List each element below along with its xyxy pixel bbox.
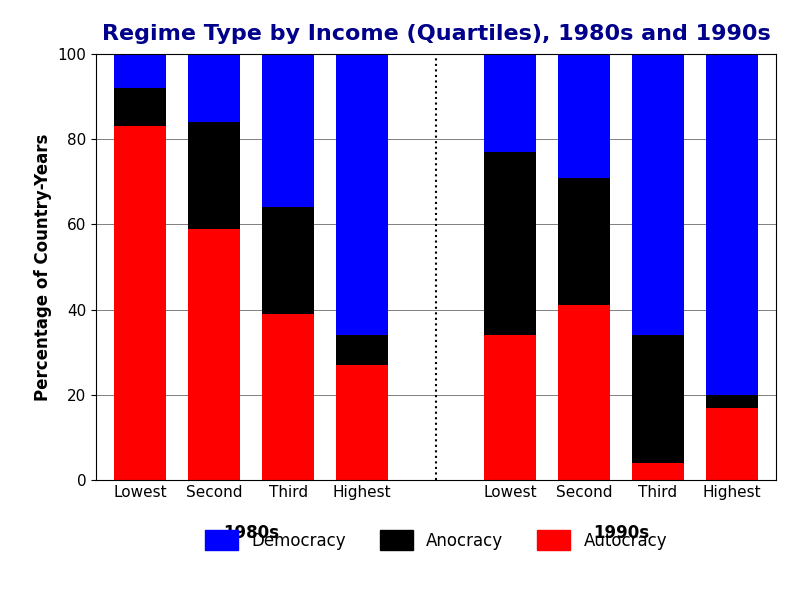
Bar bbox=[558, 54, 610, 178]
Text: 1980s: 1980s bbox=[223, 524, 279, 542]
Bar bbox=[114, 54, 166, 88]
Bar bbox=[484, 54, 536, 152]
Bar bbox=[336, 365, 388, 480]
Bar bbox=[188, 122, 240, 229]
Bar bbox=[706, 395, 758, 407]
Bar bbox=[336, 335, 388, 365]
Bar bbox=[114, 88, 166, 127]
Bar bbox=[632, 463, 684, 480]
Bar bbox=[706, 407, 758, 480]
Bar bbox=[336, 54, 388, 335]
Bar bbox=[484, 335, 536, 480]
Bar bbox=[262, 208, 314, 314]
Bar bbox=[262, 314, 314, 480]
Bar bbox=[188, 54, 240, 122]
Bar bbox=[632, 54, 684, 335]
Bar bbox=[114, 127, 166, 480]
Bar bbox=[188, 229, 240, 480]
Title: Regime Type by Income (Quartiles), 1980s and 1990s: Regime Type by Income (Quartiles), 1980s… bbox=[102, 24, 770, 44]
Bar bbox=[558, 178, 610, 305]
Y-axis label: Percentage of Country-Years: Percentage of Country-Years bbox=[34, 133, 52, 401]
Text: 1990s: 1990s bbox=[593, 524, 649, 542]
Bar bbox=[484, 152, 536, 335]
Bar bbox=[632, 335, 684, 463]
Legend: Democracy, Anocracy, Autocracy: Democracy, Anocracy, Autocracy bbox=[198, 523, 674, 557]
Bar bbox=[558, 305, 610, 480]
Bar bbox=[262, 54, 314, 208]
Bar bbox=[706, 54, 758, 395]
